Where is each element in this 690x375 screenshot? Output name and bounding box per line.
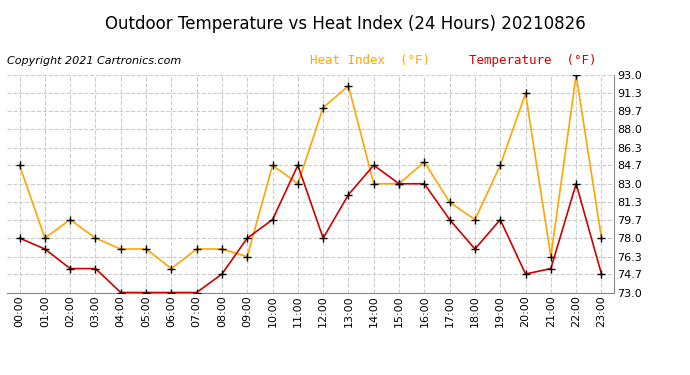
Text: Heat Index  (°F): Heat Index (°F) (310, 54, 431, 68)
Text: Outdoor Temperature vs Heat Index (24 Hours) 20210826: Outdoor Temperature vs Heat Index (24 Ho… (105, 15, 585, 33)
Text: Temperature  (°F): Temperature (°F) (469, 54, 597, 68)
Text: Copyright 2021 Cartronics.com: Copyright 2021 Cartronics.com (7, 56, 181, 66)
